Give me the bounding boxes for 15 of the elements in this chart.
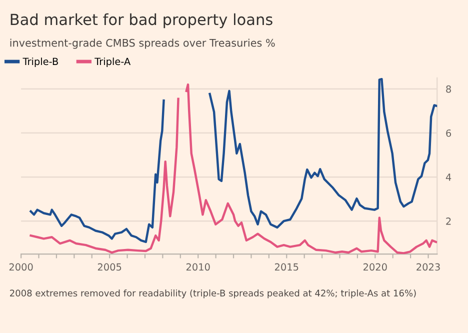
text: 2008 extremes removed for readability (triple-B spreads peaked at 42%; triple-As at 16%) bbox=[10, 290, 416, 298]
legend-label: Triple-A bbox=[94, 58, 131, 67]
x-tick-label: 2015 bbox=[274, 263, 298, 271]
y-tick-label: 2 bbox=[446, 218, 451, 225]
x-tick-label: 2010 bbox=[186, 263, 210, 271]
x-tick-label: 2000 bbox=[9, 263, 33, 271]
x-tick-label: 2023 bbox=[416, 263, 440, 271]
x-tick-label: 2020 bbox=[363, 263, 387, 271]
y-tick-label: 6 bbox=[446, 129, 452, 137]
y-tick-label: 8 bbox=[446, 85, 451, 93]
chart-subtitle: investment-grade CMBS spreads over Treasuries % bbox=[10, 38, 275, 49]
x-tick-label: 2005 bbox=[98, 263, 122, 271]
legend-label: Triple-B bbox=[22, 58, 58, 67]
chart-title: Bad market for bad property loans bbox=[10, 13, 272, 28]
y-tick-label: 4 bbox=[446, 174, 452, 181]
